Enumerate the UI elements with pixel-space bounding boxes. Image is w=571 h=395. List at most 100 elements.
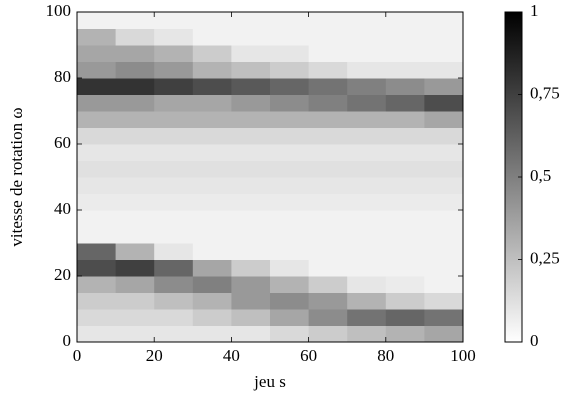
heatmap-cell (385, 325, 425, 343)
heatmap-cell (424, 61, 464, 79)
heatmap-cell (385, 144, 425, 161)
heatmap-cell (270, 243, 310, 260)
heatmap-cell (385, 243, 425, 260)
heatmap-cell (231, 309, 271, 326)
heatmap-cell (347, 94, 387, 112)
heatmap-cell (231, 226, 271, 244)
heatmap-cell (192, 276, 232, 293)
heatmap-cell (424, 243, 464, 260)
heatmap-cell (115, 292, 155, 310)
y-tick-label: 80 (54, 67, 71, 86)
heatmap-cell (270, 12, 310, 29)
x-tick-label: 100 (450, 346, 476, 365)
heatmap-cell (270, 28, 310, 46)
heatmap-cell (77, 160, 117, 178)
heatmap-cell (347, 276, 387, 293)
plot-frame (76, 11, 464, 343)
heatmap-cell (192, 127, 232, 145)
heatmap-cell (154, 193, 194, 211)
heatmap-cell (115, 12, 155, 29)
heatmap-cell (154, 94, 194, 112)
heatmap-cell (385, 309, 425, 326)
heatmap-cell (154, 12, 194, 29)
heatmap-cell (231, 144, 271, 161)
colorbar-tick-label: 0,5 (530, 166, 551, 185)
heatmap-cell (77, 309, 117, 326)
x-tick-label: 60 (300, 346, 317, 365)
heatmap-cell (154, 61, 194, 79)
heatmap-cell (270, 111, 310, 128)
heatmap-cell (385, 177, 425, 194)
heatmap-cell (347, 144, 387, 161)
heatmap-cell (192, 61, 232, 79)
heatmap-cell (192, 144, 232, 161)
heatmap-cell (231, 210, 271, 227)
heatmap-cell (231, 94, 271, 112)
heatmap-cell (347, 127, 387, 145)
heatmap-cell (308, 243, 348, 260)
heatmap-cell (424, 160, 464, 178)
heatmap-cell (77, 177, 117, 194)
heatmap-cell (385, 292, 425, 310)
heatmap-cell (424, 177, 464, 194)
heatmap-cell (192, 325, 232, 343)
heatmap-cell (192, 94, 232, 112)
heatmap-cell (231, 276, 271, 293)
heatmap-cell (347, 193, 387, 211)
heatmap-cell (231, 259, 271, 277)
heatmap-cell (192, 226, 232, 244)
heatmap-cell (385, 226, 425, 244)
heatmap-cell (347, 28, 387, 46)
heatmap-cell (424, 94, 464, 112)
heatmap-cell (115, 309, 155, 326)
x-axis-label: jeu s (253, 372, 286, 391)
heatmap-cell (154, 160, 194, 178)
heatmap-cell (231, 28, 271, 46)
x-tick-label: 0 (73, 346, 82, 365)
heatmap-cell (154, 45, 194, 62)
heatmap-cell (115, 193, 155, 211)
heatmap-cell (192, 45, 232, 62)
heatmap-cell (154, 144, 194, 161)
heatmap-cell (424, 325, 464, 343)
heatmap-cell (115, 325, 155, 343)
heatmap-cell (385, 45, 425, 62)
x-tick-label: 20 (146, 346, 163, 365)
heatmap-cell (308, 45, 348, 62)
heatmap-cell (77, 226, 117, 244)
heatmap-cell (115, 226, 155, 244)
y-tick-label: 60 (54, 133, 71, 152)
heatmap-cell (347, 210, 387, 227)
heatmap-cell (192, 243, 232, 260)
heatmap-cell (231, 177, 271, 194)
heatmap-cell (192, 78, 232, 95)
colorbar-tick-label: 1 (530, 1, 539, 20)
heatmap-cell (77, 144, 117, 161)
colorbar-tick-label: 0,75 (530, 83, 560, 102)
heatmap-cell (154, 127, 194, 145)
heatmap-cell (385, 127, 425, 145)
heatmap-cell (154, 226, 194, 244)
heatmap-cell (192, 292, 232, 310)
heatmap-cell (154, 243, 194, 260)
heatmap-cell (270, 210, 310, 227)
heatmap-cell (231, 12, 271, 29)
heatmap-cell (385, 78, 425, 95)
heatmap-cell (308, 160, 348, 178)
heatmap-cell (154, 78, 194, 95)
x-tick-label: 80 (377, 346, 394, 365)
heatmap-cell (308, 28, 348, 46)
heatmap-cell (154, 111, 194, 128)
heatmap-cell (77, 292, 117, 310)
y-tick-label: 0 (63, 331, 72, 350)
heatmap-cell (424, 259, 464, 277)
heatmap-cell (347, 259, 387, 277)
heatmap-cell (347, 111, 387, 128)
heatmap-cell (192, 193, 232, 211)
heatmap-cell (270, 193, 310, 211)
heatmap-cell (231, 61, 271, 79)
heatmap-cell (115, 111, 155, 128)
heatmap-cell (77, 243, 117, 260)
heatmap-cell (308, 177, 348, 194)
heatmap-cell (115, 127, 155, 145)
